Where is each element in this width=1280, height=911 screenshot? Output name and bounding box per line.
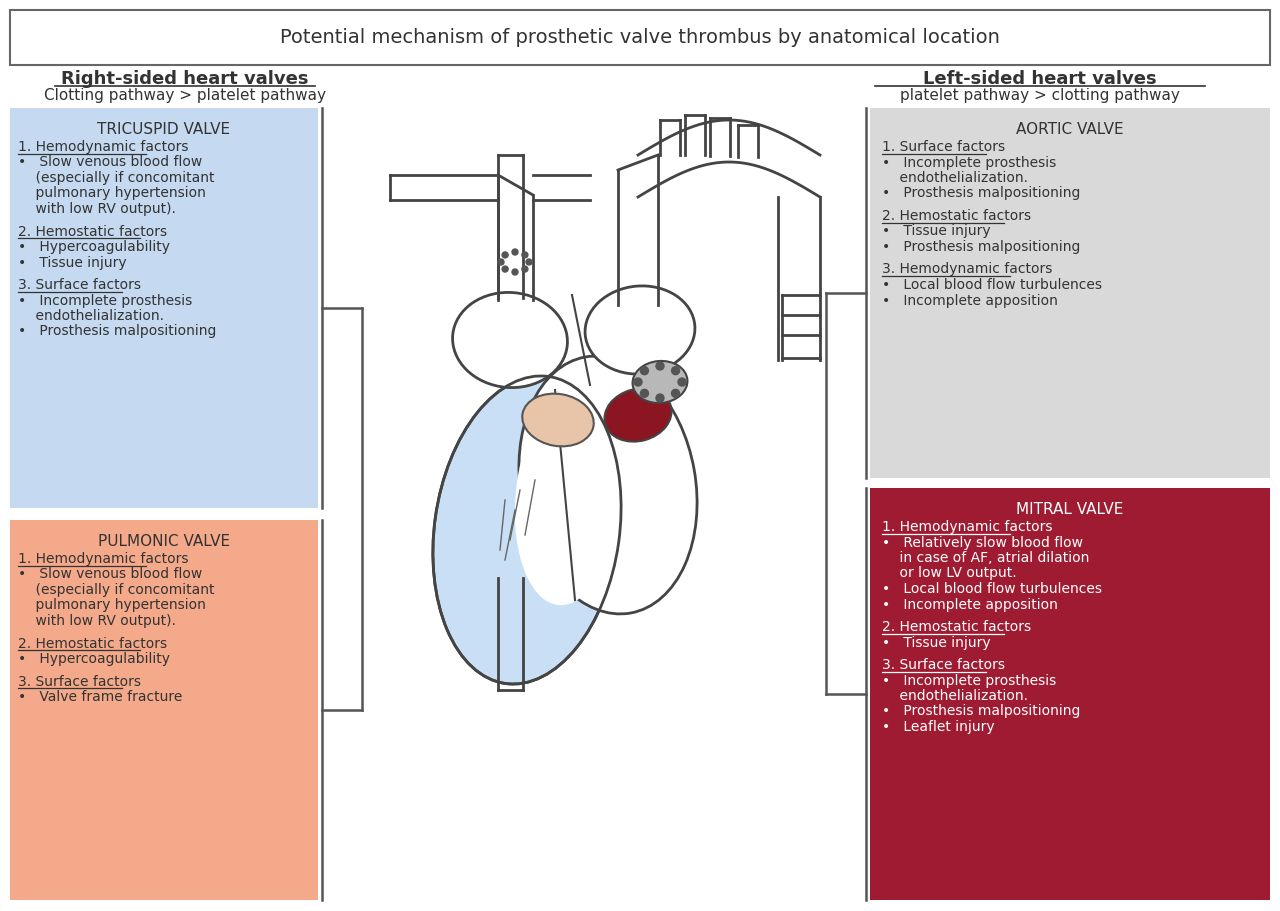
Text: 2. Hemostatic factors: 2. Hemostatic factors bbox=[882, 209, 1032, 223]
Text: •   Incomplete prosthesis: • Incomplete prosthesis bbox=[882, 156, 1056, 169]
Text: or low LV output.: or low LV output. bbox=[882, 567, 1016, 580]
Text: TRICUSPID VALVE: TRICUSPID VALVE bbox=[97, 122, 230, 137]
Circle shape bbox=[522, 266, 527, 272]
Text: (especially if concomitant: (especially if concomitant bbox=[18, 171, 215, 185]
Text: •   Relatively slow blood flow: • Relatively slow blood flow bbox=[882, 536, 1083, 549]
Text: 3. Surface factors: 3. Surface factors bbox=[882, 658, 1005, 672]
Ellipse shape bbox=[515, 391, 621, 605]
Text: •   Leaflet injury: • Leaflet injury bbox=[882, 720, 995, 734]
Text: Left-sided heart valves: Left-sided heart valves bbox=[923, 70, 1157, 88]
Circle shape bbox=[502, 266, 508, 272]
Text: 2. Hemostatic factors: 2. Hemostatic factors bbox=[18, 224, 168, 239]
Bar bbox=[10, 520, 317, 900]
Text: (especially if concomitant: (especially if concomitant bbox=[18, 583, 215, 597]
Text: 2. Hemostatic factors: 2. Hemostatic factors bbox=[18, 637, 168, 650]
Text: 1. Surface factors: 1. Surface factors bbox=[882, 140, 1005, 154]
Text: •   Incomplete prosthesis: • Incomplete prosthesis bbox=[18, 293, 192, 308]
Text: with low RV output).: with low RV output). bbox=[18, 614, 175, 628]
Text: 1. Hemodynamic factors: 1. Hemodynamic factors bbox=[18, 140, 188, 154]
Text: •   Slow venous blood flow: • Slow venous blood flow bbox=[18, 568, 202, 581]
Text: •   Prosthesis malpositioning: • Prosthesis malpositioning bbox=[882, 240, 1080, 254]
Text: •   Hypercoagulability: • Hypercoagulability bbox=[18, 652, 170, 666]
Text: •   Prosthesis malpositioning: • Prosthesis malpositioning bbox=[882, 704, 1080, 719]
Text: 2. Hemostatic factors: 2. Hemostatic factors bbox=[882, 620, 1032, 634]
Text: •   Incomplete prosthesis: • Incomplete prosthesis bbox=[882, 673, 1056, 688]
Ellipse shape bbox=[522, 394, 594, 446]
Circle shape bbox=[526, 259, 532, 265]
Text: endothelialization.: endothelialization. bbox=[882, 171, 1028, 185]
Bar bbox=[10, 10, 1270, 65]
Circle shape bbox=[512, 249, 518, 255]
Text: •   Prosthesis malpositioning: • Prosthesis malpositioning bbox=[882, 187, 1080, 200]
Text: pulmonary hypertension: pulmonary hypertension bbox=[18, 599, 206, 612]
Circle shape bbox=[672, 367, 680, 374]
Circle shape bbox=[640, 367, 649, 374]
Text: •   Hypercoagulability: • Hypercoagulability bbox=[18, 240, 170, 254]
Ellipse shape bbox=[453, 292, 567, 387]
Text: •   Tissue injury: • Tissue injury bbox=[18, 255, 127, 270]
Text: PULMONIC VALVE: PULMONIC VALVE bbox=[99, 534, 230, 549]
Text: 3. Hemodynamic factors: 3. Hemodynamic factors bbox=[882, 262, 1052, 277]
Text: •   Incomplete apposition: • Incomplete apposition bbox=[882, 293, 1057, 308]
Circle shape bbox=[672, 389, 680, 397]
Text: •   Tissue injury: • Tissue injury bbox=[882, 224, 991, 239]
Text: •   Local blood flow turbulences: • Local blood flow turbulences bbox=[882, 582, 1102, 596]
Ellipse shape bbox=[585, 286, 695, 374]
Circle shape bbox=[634, 378, 643, 386]
Text: endothelialization.: endothelialization. bbox=[882, 689, 1028, 703]
Text: •   Incomplete apposition: • Incomplete apposition bbox=[882, 598, 1057, 611]
Ellipse shape bbox=[604, 388, 672, 442]
Ellipse shape bbox=[632, 361, 687, 403]
Bar bbox=[870, 488, 1270, 900]
Circle shape bbox=[512, 269, 518, 275]
Text: Potential mechanism of prosthetic valve thrombus by anatomical location: Potential mechanism of prosthetic valve … bbox=[280, 28, 1000, 47]
Text: AORTIC VALVE: AORTIC VALVE bbox=[1016, 122, 1124, 137]
Bar bbox=[10, 108, 317, 508]
Text: •   Valve frame fracture: • Valve frame fracture bbox=[18, 690, 182, 704]
Circle shape bbox=[502, 252, 508, 258]
Ellipse shape bbox=[518, 356, 698, 614]
Text: •   Tissue injury: • Tissue injury bbox=[882, 636, 991, 650]
Text: 1. Hemodynamic factors: 1. Hemodynamic factors bbox=[18, 552, 188, 566]
Text: in case of AF, atrial dilation: in case of AF, atrial dilation bbox=[882, 551, 1089, 565]
Text: Clotting pathway > platelet pathway: Clotting pathway > platelet pathway bbox=[44, 88, 326, 103]
Circle shape bbox=[678, 378, 686, 386]
Circle shape bbox=[498, 259, 504, 265]
Text: with low RV output).: with low RV output). bbox=[18, 202, 175, 216]
Text: pulmonary hypertension: pulmonary hypertension bbox=[18, 187, 206, 200]
Text: Right-sided heart valves: Right-sided heart valves bbox=[61, 70, 308, 88]
Text: MITRAL VALVE: MITRAL VALVE bbox=[1016, 502, 1124, 517]
Text: •   Slow venous blood flow: • Slow venous blood flow bbox=[18, 156, 202, 169]
Circle shape bbox=[640, 389, 649, 397]
Circle shape bbox=[657, 394, 664, 402]
Circle shape bbox=[522, 252, 527, 258]
Text: 3. Surface factors: 3. Surface factors bbox=[18, 674, 141, 689]
Text: •   Local blood flow turbulences: • Local blood flow turbulences bbox=[882, 278, 1102, 292]
Ellipse shape bbox=[433, 376, 621, 684]
Text: 3. Surface factors: 3. Surface factors bbox=[18, 278, 141, 292]
Bar bbox=[870, 108, 1270, 478]
Text: endothelialization.: endothelialization. bbox=[18, 309, 164, 323]
Text: platelet pathway > clotting pathway: platelet pathway > clotting pathway bbox=[900, 88, 1180, 103]
Text: •   Prosthesis malpositioning: • Prosthesis malpositioning bbox=[18, 324, 216, 339]
Text: 1. Hemodynamic factors: 1. Hemodynamic factors bbox=[882, 520, 1052, 534]
Circle shape bbox=[657, 362, 664, 370]
